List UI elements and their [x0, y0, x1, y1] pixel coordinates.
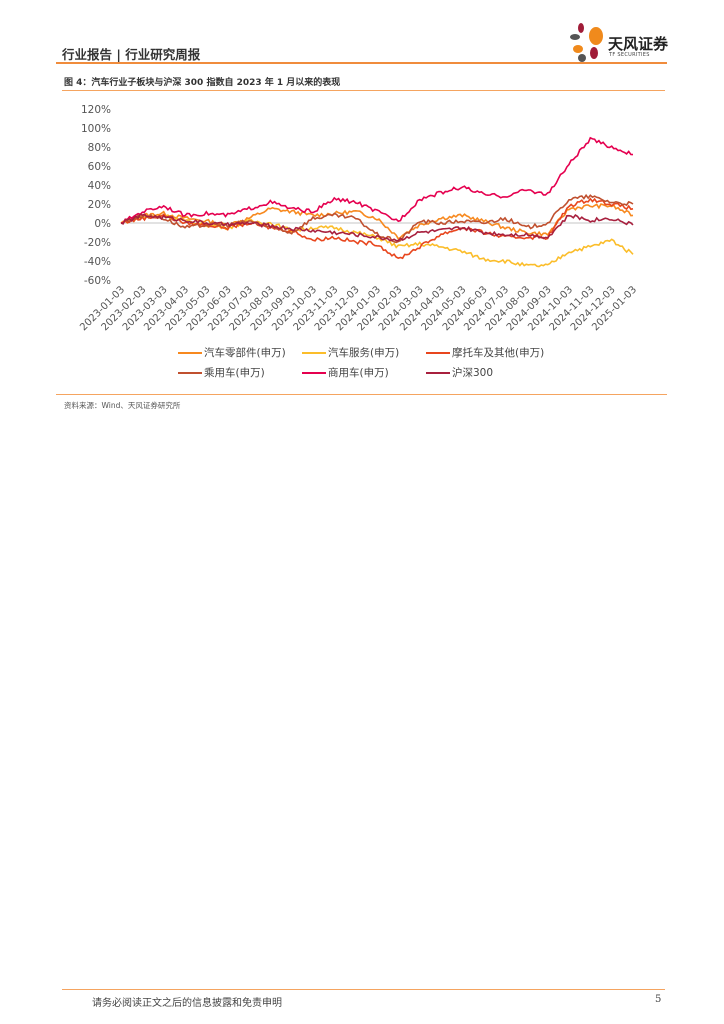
legend-item: 乘用车(申万)	[178, 365, 265, 380]
legend-swatch	[178, 371, 202, 374]
figure-source: 资料来源：Wind、天风证券研究所	[64, 401, 181, 410]
legend-label: 沪深300	[452, 367, 494, 379]
legend-item: 摩托车及其他(申万)	[426, 345, 544, 360]
logo-subtext: TF SECURITIES	[609, 52, 650, 58]
legend-swatch	[426, 351, 450, 354]
series-line-4	[121, 136, 634, 224]
header-divider	[56, 62, 667, 64]
legend-item: 沪深300	[426, 365, 493, 380]
y-tick-label: -40%	[84, 256, 111, 268]
source-divider	[56, 394, 667, 395]
legend-label: 商用车(申万)	[328, 367, 389, 379]
report-header-title: 行业报告 | 行业研究周报	[62, 47, 201, 62]
y-tick-label: -20%	[84, 237, 111, 249]
series-line-0	[120, 203, 634, 241]
y-tick-label: 60%	[88, 161, 111, 173]
y-tick-label: 120%	[81, 104, 111, 116]
legend-item: 汽车服务(申万)	[302, 345, 399, 360]
legend-swatch	[426, 371, 450, 374]
legend-label: 汽车零部件(申万)	[204, 347, 286, 359]
legend-swatch	[178, 351, 202, 354]
y-tick-label: 20%	[88, 199, 111, 211]
y-tick-label: 80%	[88, 142, 111, 154]
caption-divider	[62, 90, 665, 91]
tf-securities-logo-icon	[570, 23, 603, 62]
series-line-3	[120, 193, 634, 244]
page-number: 5	[655, 994, 662, 1005]
legend-swatch	[302, 371, 326, 374]
figure-caption: 图 4：汽车行业子板块与沪深 300 指数自 2023 年 1 月以来的表现	[64, 78, 341, 88]
y-tick-label: 0%	[94, 218, 111, 230]
y-tick-label: 100%	[81, 123, 111, 135]
legend-label: 乘用车(申万)	[204, 367, 265, 379]
footer-disclaimer: 请务必阅读正文之后的信息披露和免责申明	[92, 998, 282, 1009]
logo-text: 天风证券	[608, 35, 669, 53]
legend-item: 商用车(申万)	[302, 365, 389, 380]
y-tick-label: 40%	[88, 180, 111, 192]
y-tick-label: -60%	[84, 275, 111, 287]
legend-label: 汽车服务(申万)	[328, 347, 400, 359]
footer-divider	[62, 989, 665, 990]
line-chart: 120%100%80%60%40%20%0%-20%-40%-60%2023-0…	[78, 104, 639, 333]
legend-swatch	[302, 351, 326, 354]
series-line-5	[120, 213, 634, 242]
legend-item: 汽车零部件(申万)	[178, 345, 286, 360]
legend-label: 摩托车及其他(申万)	[452, 347, 545, 359]
